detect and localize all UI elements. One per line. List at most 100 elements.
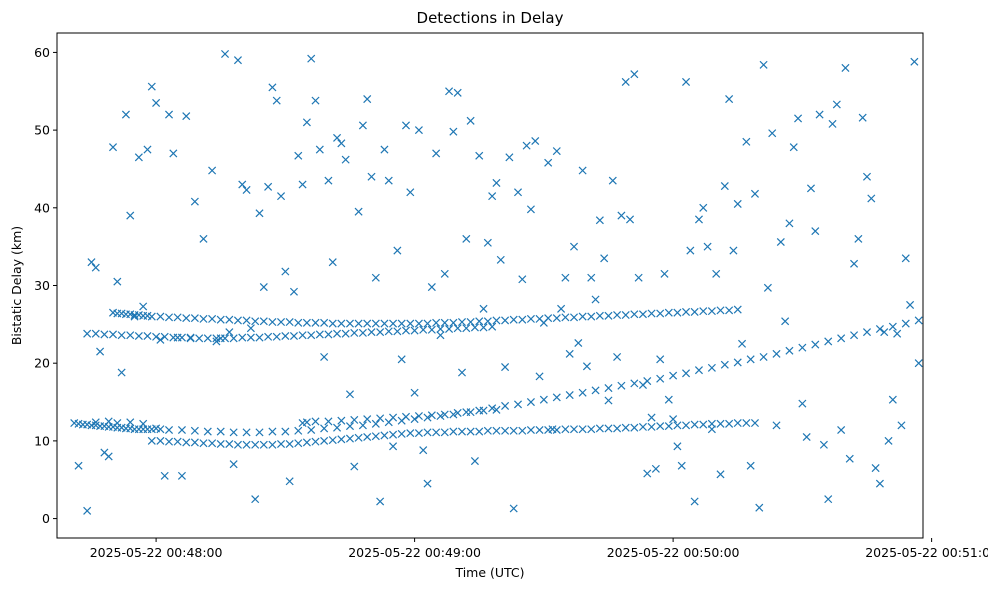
data-point [363, 319, 372, 328]
data-point [358, 121, 367, 130]
data-point [225, 315, 234, 324]
data-point [203, 334, 212, 343]
data-point [479, 406, 488, 415]
data-point [746, 461, 755, 470]
data-point [733, 418, 742, 428]
data-point [354, 319, 363, 328]
data-point [682, 421, 691, 430]
data-point [307, 54, 316, 63]
data-point [152, 332, 161, 341]
data-point [423, 319, 432, 328]
data-point [177, 425, 186, 435]
data-point [479, 323, 488, 332]
data-point [406, 188, 415, 197]
data-point [229, 460, 238, 469]
y-tick-label: 40 [34, 200, 50, 215]
data-point [324, 417, 333, 426]
data-point [595, 311, 604, 320]
data-point [406, 319, 415, 328]
data-point [371, 273, 380, 282]
data-point [475, 151, 484, 160]
data-point [277, 317, 286, 327]
data-point [600, 254, 609, 263]
data-point [358, 328, 367, 337]
data-point [367, 328, 376, 337]
data-point [113, 418, 122, 428]
data-point [100, 330, 109, 339]
data-point [272, 332, 281, 341]
data-point [160, 471, 169, 480]
data-point [358, 421, 367, 430]
data-point [858, 113, 867, 122]
data-point [694, 215, 703, 224]
data-point [298, 180, 307, 189]
data-point [539, 395, 548, 404]
data-point [169, 149, 178, 158]
data-point [457, 368, 467, 377]
data-point [613, 310, 622, 320]
data-point [518, 426, 527, 435]
data-point [798, 399, 807, 408]
data-point [781, 317, 790, 326]
data-point [259, 440, 268, 449]
data-point [117, 368, 126, 377]
data-point [401, 121, 411, 130]
data-point [483, 317, 492, 326]
data-point [315, 145, 324, 154]
data-point [423, 479, 432, 488]
data-point [277, 192, 286, 201]
data-point [190, 426, 199, 435]
data-point [264, 332, 273, 341]
data-point [785, 219, 794, 228]
data-point [587, 425, 596, 434]
data-point [457, 317, 467, 327]
data-point [604, 396, 613, 405]
data-point [806, 184, 816, 193]
data-point [617, 211, 626, 220]
series-2 [108, 305, 742, 328]
data-point [212, 337, 221, 346]
data-point [139, 419, 148, 428]
data-point [664, 422, 673, 431]
data-point [380, 145, 389, 154]
data-point [294, 318, 303, 327]
data-point [225, 328, 234, 337]
data-point [199, 234, 208, 243]
data-point [91, 263, 100, 272]
data-point [875, 479, 884, 488]
x-axis-label: Time (UTC) [454, 565, 524, 580]
data-point [285, 439, 294, 449]
data-point [83, 506, 92, 515]
data-point [561, 313, 570, 322]
data-point [569, 242, 579, 251]
data-point [535, 425, 544, 435]
data-point [565, 391, 574, 400]
data-point [686, 246, 695, 255]
data-point [449, 427, 458, 436]
data-point [337, 416, 346, 425]
data-point [595, 216, 604, 225]
data-point [397, 355, 406, 364]
data-point [578, 388, 587, 397]
data-point [449, 318, 458, 327]
data-point [328, 319, 337, 328]
data-point [389, 319, 398, 328]
data-point [199, 314, 208, 323]
data-point [888, 322, 897, 331]
data-point [186, 334, 195, 343]
data-point [824, 337, 833, 346]
data-point [164, 437, 174, 446]
data-point [436, 331, 445, 340]
data-point [432, 428, 441, 437]
data-point [294, 439, 303, 448]
data-point [561, 425, 570, 434]
data-point [414, 126, 423, 135]
data-point [880, 328, 889, 337]
data-point [401, 326, 411, 335]
data-point [268, 317, 277, 327]
data-point [108, 143, 118, 152]
data-point [690, 420, 699, 429]
data-point [397, 319, 406, 328]
data-point [177, 471, 186, 480]
data-point [156, 335, 165, 344]
